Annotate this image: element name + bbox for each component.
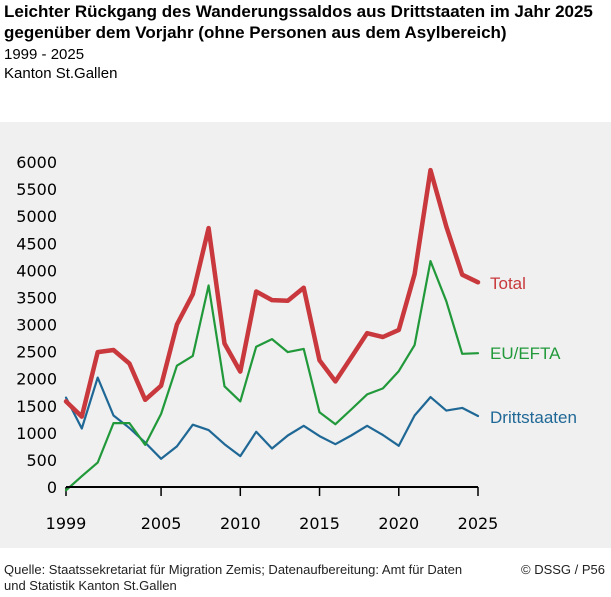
chart-header: Leichter Rückgang des Wanderungssaldos a… (4, 0, 607, 83)
copyright-note: © DSSG / P56 (521, 562, 605, 577)
x-tick-label: 2020 (378, 514, 419, 533)
plot-background (0, 122, 611, 548)
y-tick-label: 500 (26, 451, 57, 470)
y-tick-label: 5000 (16, 207, 57, 226)
line-chart: 0 500 1000 1500 2000 2500 3000 3500 4000 4500 5000… (16, 153, 577, 533)
series-line-drittstaaten (64, 376, 480, 460)
y-tick-label: 3000 (16, 316, 57, 335)
y-tick-label: 4500 (16, 234, 57, 253)
x-tick-label: 2005 (141, 514, 182, 533)
y-tick-label: 5500 (16, 180, 57, 199)
series-label: EU/EFTA (490, 344, 561, 363)
series-line-total (63, 167, 481, 419)
y-tick-label: 2000 (16, 370, 57, 389)
y-tick-label: 1500 (16, 397, 57, 416)
chart-title: Leichter Rückgang des Wanderungssaldos a… (4, 2, 593, 42)
x-tick-label: 1999 (46, 514, 87, 533)
y-tick-label: 4000 (16, 261, 57, 280)
chart-region: Kanton St.Gallen (4, 65, 118, 82)
x-tick-label: 2015 (299, 514, 340, 533)
source-note: Quelle: Staatssekretariat für Migration … (4, 562, 463, 593)
chart-period: 1999 - 2025 (4, 46, 85, 63)
y-tick-label: 2500 (16, 343, 57, 362)
series-label: Drittstaaten (490, 408, 577, 427)
x-tick-label: 2025 (458, 514, 499, 533)
y-tick-label: 3500 (16, 288, 57, 307)
x-tick-label: 2010 (220, 514, 261, 533)
series-line-eu-efta (64, 260, 480, 492)
y-tick-label: 0 (47, 478, 57, 497)
series-label: Total (490, 274, 526, 293)
y-tick-label: 1000 (16, 424, 57, 443)
y-tick-label: 6000 (16, 153, 57, 172)
